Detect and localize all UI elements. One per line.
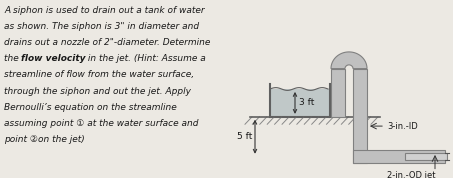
Text: streamline of flow from the water surface,: streamline of flow from the water surfac… (4, 70, 194, 79)
Text: flow velocity: flow velocity (21, 54, 86, 63)
Bar (331, 69, 345, 117)
Text: point ②on the jet): point ②on the jet) (4, 135, 85, 144)
Text: in the jet. (Hint: Assume a: in the jet. (Hint: Assume a (85, 54, 206, 63)
Text: 2-in.-OD jet: 2-in.-OD jet (387, 171, 435, 178)
Text: 5 ft: 5 ft (236, 132, 252, 141)
Text: the: the (4, 54, 22, 63)
Text: A siphon is used to drain out a tank of water: A siphon is used to drain out a tank of … (4, 6, 205, 15)
Text: through the siphon and out the jet. Apply: through the siphon and out the jet. Appl… (4, 87, 191, 96)
Text: Bernoulli’s equation on the streamline: Bernoulli’s equation on the streamline (4, 103, 177, 112)
Text: as shown. The siphon is 3" in diameter and: as shown. The siphon is 3" in diameter a… (4, 22, 199, 31)
Bar (270, 89, 330, 117)
Polygon shape (331, 52, 367, 69)
Text: 3 ft: 3 ft (299, 98, 314, 107)
Text: drains out a nozzle of 2"-diameter. Determine: drains out a nozzle of 2"-diameter. Dete… (4, 38, 210, 47)
Bar (353, 69, 367, 163)
Bar (353, 150, 445, 163)
Text: assuming point ① at the water surface and: assuming point ① at the water surface an… (4, 119, 198, 128)
Text: 3-in.-ID: 3-in.-ID (387, 122, 418, 131)
Bar (405, 153, 447, 160)
